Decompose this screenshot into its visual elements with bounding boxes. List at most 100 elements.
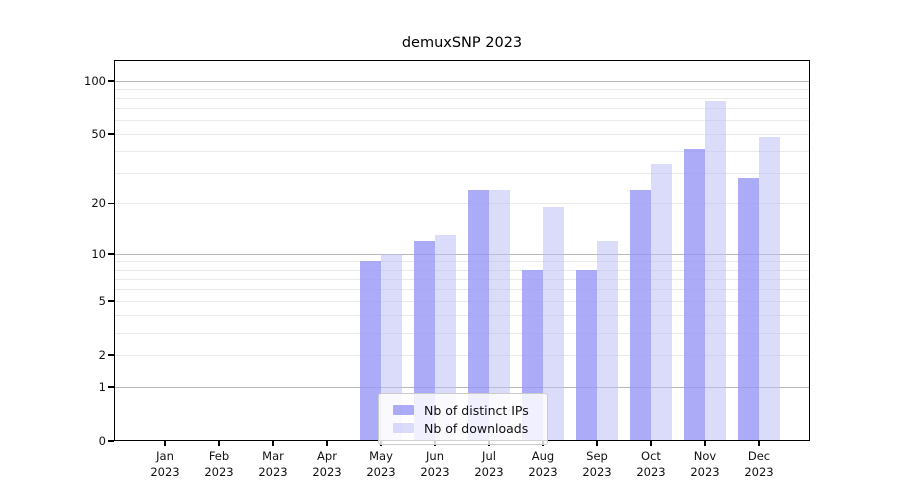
gridline-minor-90 xyxy=(114,89,810,91)
y-tick-label-10: 10 xyxy=(91,246,106,261)
x-tick-month: Apr xyxy=(317,449,337,463)
x-tick-year: 2023 xyxy=(204,464,234,479)
bar-downloads-oct xyxy=(651,163,672,441)
legend-label-downloads: Nb of downloads xyxy=(424,420,529,436)
bars-layer xyxy=(114,60,810,441)
gridline-minor-80 xyxy=(114,98,810,100)
x-tick-mark-feb xyxy=(218,441,220,446)
y-tick-label-2: 2 xyxy=(98,348,106,363)
x-tick-month: Mar xyxy=(262,449,284,463)
x-tick-label-apr: Apr 2023 xyxy=(295,449,359,480)
x-tick-mark-sep xyxy=(596,441,598,446)
x-tick-year: 2023 xyxy=(690,464,720,479)
y-tick-mark-1 xyxy=(108,386,114,388)
y-tick-mark-20 xyxy=(108,202,114,205)
x-tick-label-oct: Oct 2023 xyxy=(619,449,683,480)
x-tick-label-aug: Aug 2023 xyxy=(511,449,575,480)
x-tick-mark-dec xyxy=(758,441,760,446)
x-tick-month: Aug xyxy=(531,449,555,463)
y-tick-mark-100 xyxy=(108,80,114,82)
x-tick-year: 2023 xyxy=(366,464,396,479)
x-tick-mark-apr xyxy=(326,441,328,446)
gridline-minor-5 xyxy=(114,301,810,303)
x-tick-year: 2023 xyxy=(258,464,288,479)
bar-distinct-ips-nov xyxy=(684,149,705,441)
gridline-minor-2 xyxy=(114,355,810,357)
bar-downloads-sep xyxy=(597,240,618,441)
x-tick-month: Oct xyxy=(641,449,661,463)
y-tick-label-100: 100 xyxy=(84,73,106,88)
gridline-major-10 xyxy=(114,253,810,255)
x-tick-month: Nov xyxy=(693,449,717,463)
gridline-minor-50 xyxy=(114,134,810,136)
gridlines-layer xyxy=(114,60,810,441)
x-tick-label-mar: Mar 2023 xyxy=(241,449,305,480)
bar-distinct-ips-may xyxy=(360,261,381,441)
y-tick-label-5: 5 xyxy=(98,294,106,309)
x-tick-label-jun: Jun 2023 xyxy=(403,449,467,480)
gridline-minor-4 xyxy=(114,315,810,317)
legend-entry-distinct-ips: Nb of distinct IPs xyxy=(393,402,539,418)
x-tick-year: 2023 xyxy=(474,464,504,479)
legend: Nb of distinct IPs Nb of downloads xyxy=(378,393,548,445)
x-tick-month: Sep xyxy=(586,449,608,463)
x-tick-mark-nov xyxy=(704,441,706,446)
gridline-major-100 xyxy=(114,80,810,82)
gridline-major-1 xyxy=(114,386,810,388)
x-tick-label-feb: Feb 2023 xyxy=(187,449,251,480)
x-tick-mark-oct xyxy=(650,441,652,446)
legend-label-distinct-ips: Nb of distinct IPs xyxy=(424,402,529,418)
x-tick-label-may: May 2023 xyxy=(349,449,413,480)
x-tick-year: 2023 xyxy=(582,464,612,479)
legend-swatch-downloads xyxy=(393,423,414,433)
x-tick-year: 2023 xyxy=(420,464,450,479)
y-tick-label-1: 1 xyxy=(98,379,106,394)
gridline-minor-70 xyxy=(114,108,810,110)
x-tick-year: 2023 xyxy=(312,464,342,479)
x-tick-year: 2023 xyxy=(744,464,774,479)
x-tick-label-sep: Sep 2023 xyxy=(565,449,629,480)
chart-title: demuxSNP 2023 xyxy=(401,35,523,51)
gridline-minor-7 xyxy=(114,278,810,280)
x-tick-year: 2023 xyxy=(150,464,180,479)
bar-downloads-dec xyxy=(759,137,780,441)
gridline-minor-8 xyxy=(114,269,810,271)
x-tick-month: May xyxy=(369,449,393,463)
y-tick-mark-50 xyxy=(108,133,114,135)
gridline-minor-9 xyxy=(114,261,810,263)
gridline-minor-6 xyxy=(114,289,810,291)
x-tick-label-dec: Dec 2023 xyxy=(727,449,791,480)
x-tick-month: Feb xyxy=(208,449,230,463)
gridline-minor-60 xyxy=(114,120,810,122)
gridline-minor-30 xyxy=(114,173,810,175)
y-tick-mark-5 xyxy=(108,300,114,302)
bar-downloads-jul xyxy=(489,189,510,441)
bar-downloads-nov xyxy=(705,101,726,441)
bar-distinct-ips-oct xyxy=(630,189,651,441)
x-tick-mark-mar xyxy=(272,441,274,446)
x-tick-month: Jun xyxy=(426,449,444,463)
bar-distinct-ips-dec xyxy=(738,178,759,441)
x-tick-year: 2023 xyxy=(636,464,666,479)
bar-downloads-aug xyxy=(543,207,564,441)
bar-distinct-ips-sep xyxy=(576,269,597,441)
x-tick-month: Jan xyxy=(156,449,174,463)
gridline-minor-40 xyxy=(114,151,810,153)
x-tick-month: Dec xyxy=(747,449,771,463)
gridline-minor-20 xyxy=(114,203,810,205)
y-tick-label-20: 20 xyxy=(91,196,106,211)
legend-entry-downloads: Nb of downloads xyxy=(393,420,539,436)
bar-downloads-jun xyxy=(435,235,456,441)
plot-area xyxy=(114,60,810,441)
y-tick-mark-10 xyxy=(108,253,114,255)
y-tick-mark-0 xyxy=(108,440,114,442)
x-tick-year: 2023 xyxy=(528,464,558,479)
y-tick-label-50: 50 xyxy=(91,127,106,142)
gridline-minor-3 xyxy=(114,332,810,334)
x-tick-label-jul: Jul 2023 xyxy=(457,449,521,480)
x-tick-month: Jul xyxy=(482,449,496,463)
x-tick-label-jan: Jan 2023 xyxy=(133,449,197,480)
y-tick-mark-2 xyxy=(108,354,114,357)
y-tick-label-0: 0 xyxy=(98,434,106,448)
bar-distinct-ips-jul xyxy=(468,189,489,441)
